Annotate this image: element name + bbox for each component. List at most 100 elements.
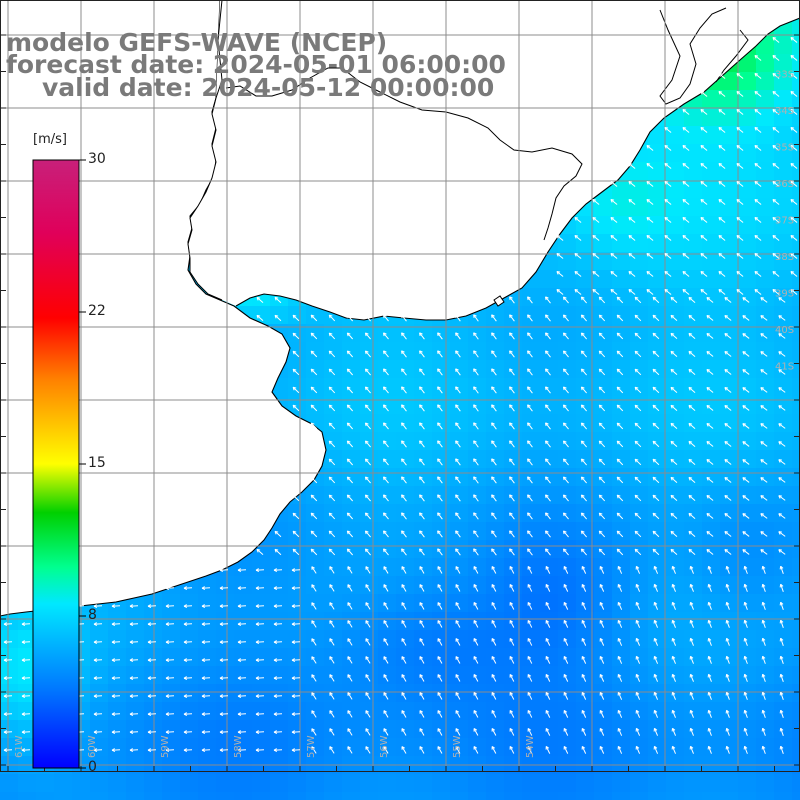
wind-vector <box>364 350 371 358</box>
wind-vector <box>563 583 569 592</box>
wind-vector <box>364 530 371 538</box>
wind-vector <box>273 676 283 681</box>
wind-vector <box>491 386 497 394</box>
wind-vector <box>598 422 606 430</box>
wind-vector <box>310 386 318 394</box>
wind-vector <box>292 494 300 502</box>
wind-vector <box>562 404 569 412</box>
wind-vector <box>742 531 750 537</box>
wind-vector <box>616 530 624 538</box>
wind-vector <box>527 386 533 394</box>
wind-vector <box>292 368 300 376</box>
wind-vector <box>437 674 443 682</box>
wind-vector <box>545 314 551 322</box>
wind-vector <box>3 658 13 663</box>
wind-vector <box>707 583 712 592</box>
wind-vector <box>311 710 317 718</box>
wind-vector <box>616 332 624 340</box>
wind-vector <box>706 296 714 303</box>
wind-vector <box>724 315 732 321</box>
wind-vector <box>743 619 748 628</box>
wind-vector <box>724 513 732 519</box>
wind-vector <box>790 72 798 79</box>
wind-vector <box>688 368 696 375</box>
wind-vector <box>473 602 479 610</box>
wind-vector <box>790 252 798 259</box>
wind-vector <box>580 548 587 556</box>
wind-vector <box>682 198 690 205</box>
wind-vector <box>671 565 676 574</box>
wind-vector <box>628 162 636 169</box>
wind-vector <box>689 691 694 700</box>
wind-vector <box>563 709 569 718</box>
wind-vector <box>563 655 569 664</box>
wind-vector <box>790 216 798 223</box>
wind-vector <box>688 386 696 393</box>
wind-vector <box>754 108 762 115</box>
wind-vector <box>147 712 157 717</box>
wind-vector <box>598 368 606 376</box>
wind-vector <box>724 495 732 501</box>
wind-vector <box>581 601 587 610</box>
wind-vector <box>706 350 714 357</box>
wind-vector <box>742 513 750 519</box>
wind-vector <box>311 620 317 628</box>
wind-vector <box>742 495 750 501</box>
wind-vector <box>401 566 407 574</box>
wind-vector <box>736 216 744 223</box>
wind-vector <box>736 108 744 115</box>
wind-vector <box>509 566 515 574</box>
wind-vector <box>93 676 103 681</box>
wind-vector <box>617 655 623 664</box>
wind-vector <box>310 368 318 376</box>
wind-vector <box>527 314 533 322</box>
wind-vector <box>491 476 497 484</box>
wind-vector <box>779 655 784 664</box>
wind-vector <box>491 728 497 736</box>
wind-vector <box>273 586 283 591</box>
lon-label: 55W <box>452 735 463 758</box>
wind-vector <box>736 198 744 205</box>
wind-vector <box>401 656 407 664</box>
wind-vector <box>473 548 479 556</box>
wind-vector <box>527 548 533 556</box>
wind-vector <box>707 601 712 610</box>
wind-vector <box>291 604 301 609</box>
wind-vector <box>491 494 497 502</box>
wind-vector <box>634 494 642 502</box>
wind-vector <box>3 622 13 627</box>
wind-vector <box>562 332 569 340</box>
wind-vector <box>700 252 708 259</box>
wind-vector <box>382 332 389 340</box>
wind-vector <box>790 234 798 241</box>
wind-vector <box>437 746 443 754</box>
wind-vector <box>382 386 389 394</box>
wind-vector <box>473 494 479 502</box>
wind-vector <box>21 622 31 627</box>
wind-vector <box>419 674 425 682</box>
wind-vector <box>255 676 265 681</box>
wind-vector <box>598 404 606 412</box>
wind-vector <box>292 530 300 538</box>
wind-vector <box>652 512 660 520</box>
wind-vector <box>419 422 425 430</box>
wind-vector <box>581 637 587 646</box>
wind-vector <box>671 745 676 754</box>
wind-vector <box>724 405 732 411</box>
wind-vector <box>778 549 786 555</box>
wind-vector <box>346 512 354 520</box>
wind-vector <box>93 730 103 735</box>
wind-vector <box>718 108 726 115</box>
wind-vector <box>646 216 654 223</box>
wind-vector <box>364 404 371 412</box>
wind-vector <box>580 350 587 358</box>
wind-vector <box>635 745 641 754</box>
wind-vector <box>688 296 696 303</box>
wind-vector <box>652 494 660 502</box>
wind-vector <box>509 332 515 340</box>
wind-vector <box>491 710 497 718</box>
wind-vector <box>129 622 139 627</box>
wind-vector <box>111 604 121 609</box>
wind-vector <box>364 494 371 502</box>
wind-vector <box>778 477 786 483</box>
